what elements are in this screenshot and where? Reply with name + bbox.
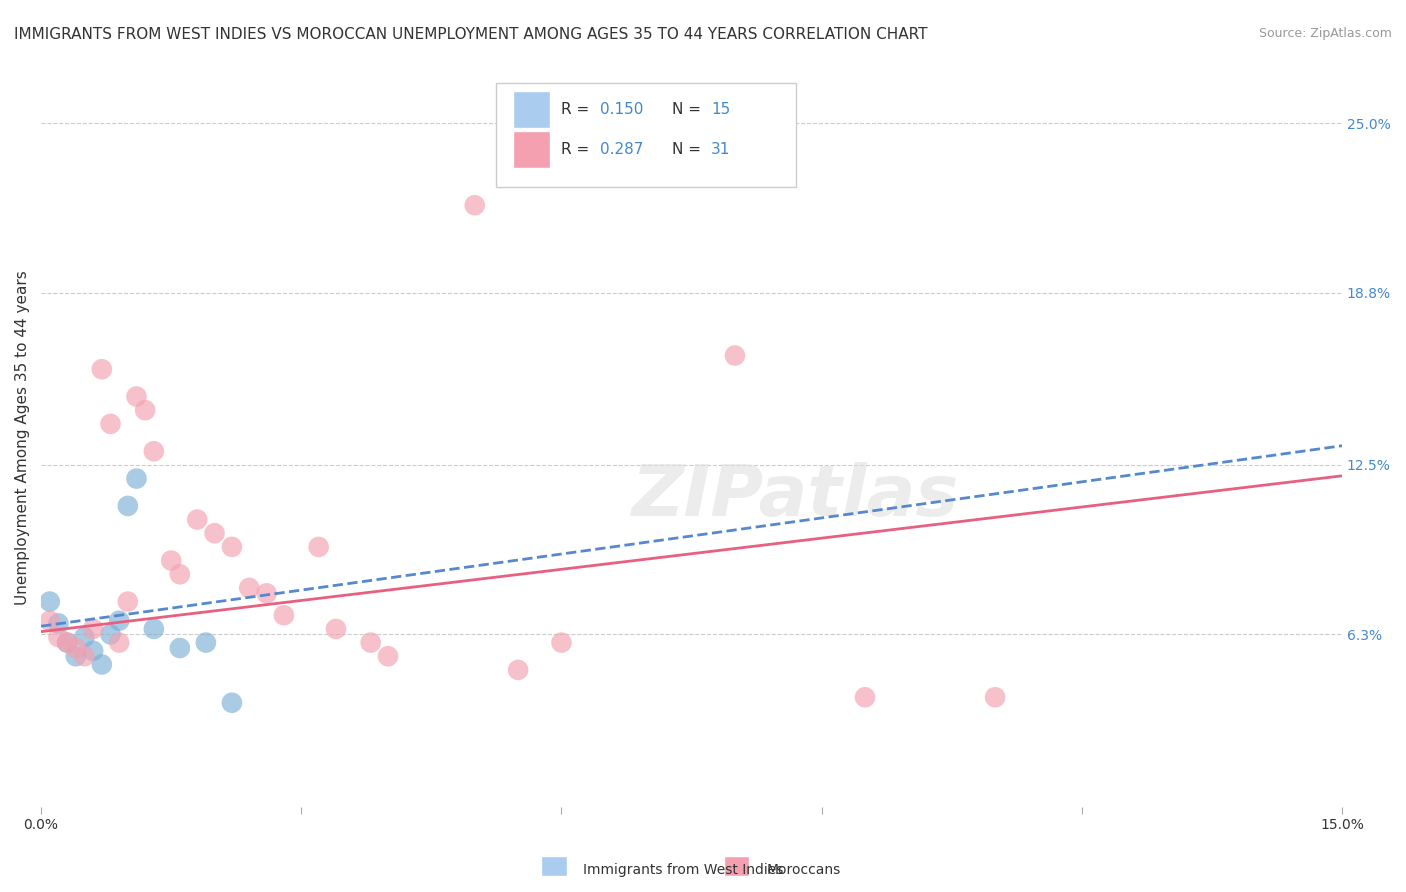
Point [853, 690, 876, 705]
Point [186, 512, 208, 526]
Text: Moroccans: Moroccans [766, 863, 841, 877]
Text: 0.287: 0.287 [600, 142, 644, 157]
Text: Immigrants from West Indies: Immigrants from West Indies [583, 863, 785, 877]
Text: N =: N = [672, 142, 706, 157]
Point [65, 649, 87, 664]
Point [48, 630, 70, 644]
Point [100, 417, 122, 431]
Point [90, 362, 112, 376]
Point [82, 622, 104, 636]
Text: 31: 31 [711, 142, 731, 157]
FancyBboxPatch shape [496, 83, 796, 186]
Point [65, 641, 87, 656]
Point [160, 553, 183, 567]
Point [73, 630, 96, 644]
Point [169, 567, 191, 582]
Point [100, 627, 122, 641]
Point [82, 644, 104, 658]
Point [117, 499, 139, 513]
Point [108, 614, 131, 628]
Point [134, 403, 156, 417]
Point [142, 622, 165, 636]
Point [325, 622, 347, 636]
Text: R =: R = [561, 142, 595, 157]
Point [194, 635, 217, 649]
Point [506, 663, 529, 677]
Bar [513, 91, 550, 128]
Point [117, 594, 139, 608]
Bar [513, 131, 550, 169]
Text: 0.150: 0.150 [600, 102, 644, 117]
Point [204, 526, 226, 541]
Point [221, 696, 243, 710]
Point [256, 586, 278, 600]
Point [273, 608, 295, 623]
Bar [541, 856, 567, 876]
Point [48, 616, 70, 631]
Text: IMMIGRANTS FROM WEST INDIES VS MOROCCAN UNEMPLOYMENT AMONG AGES 35 TO 44 YEARS C: IMMIGRANTS FROM WEST INDIES VS MOROCCAN … [14, 27, 928, 42]
Point [169, 641, 191, 656]
Point [73, 649, 96, 664]
Point [360, 635, 382, 649]
Text: 15: 15 [711, 102, 730, 117]
Text: ZIPatlas: ZIPatlas [631, 462, 959, 531]
Point [56, 635, 79, 649]
Point [308, 540, 330, 554]
Point [464, 198, 486, 212]
Point [56, 635, 79, 649]
Point [142, 444, 165, 458]
Text: R =: R = [561, 102, 595, 117]
Point [238, 581, 260, 595]
Text: N =: N = [672, 102, 706, 117]
Point [984, 690, 1007, 705]
Point [125, 472, 148, 486]
Text: Source: ZipAtlas.com: Source: ZipAtlas.com [1258, 27, 1392, 40]
Point [90, 657, 112, 672]
Point [108, 635, 131, 649]
Point [125, 390, 148, 404]
Point [377, 649, 399, 664]
Point [724, 349, 747, 363]
Point [221, 540, 243, 554]
Y-axis label: Unemployment Among Ages 35 to 44 years: Unemployment Among Ages 35 to 44 years [15, 270, 30, 605]
Point [38, 594, 60, 608]
Bar [724, 856, 749, 876]
Point [38, 614, 60, 628]
Point [550, 635, 572, 649]
